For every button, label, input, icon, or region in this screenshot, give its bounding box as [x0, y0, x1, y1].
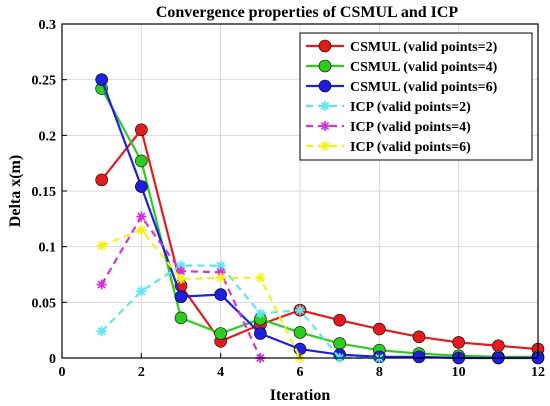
data-point — [96, 326, 107, 337]
data-point — [373, 322, 386, 336]
data-point — [293, 326, 307, 339]
x-tick-label: 12 — [531, 365, 545, 380]
data-point — [96, 279, 107, 290]
asterisk-stroke — [216, 273, 225, 283]
legend-marker — [320, 101, 330, 111]
data-point — [492, 339, 505, 353]
data-point — [136, 224, 147, 235]
y-tick-label: 0.15 — [32, 185, 57, 200]
data-point — [176, 273, 186, 284]
data-point — [255, 272, 266, 283]
data-point — [412, 350, 426, 364]
series-line — [101, 228, 301, 359]
legend-marker — [318, 59, 332, 73]
asterisk-stroke — [216, 261, 225, 270]
data-point — [412, 330, 426, 344]
series-2 — [95, 73, 545, 365]
series-layer — [95, 73, 545, 365]
series-line — [100, 127, 539, 351]
y-tick-label: 0.2 — [39, 129, 57, 144]
data-point — [96, 240, 107, 251]
x-tick-label: 4 — [217, 365, 224, 380]
data-point — [136, 211, 147, 222]
series-3 — [96, 260, 385, 363]
data-point — [174, 290, 188, 304]
legend-item: ICP (valid points=4) — [306, 120, 471, 135]
x-tick-label: 8 — [376, 365, 383, 380]
x-tick-label: 0 — [59, 365, 66, 380]
legend-item: CSMUL (valid points=6) — [306, 79, 498, 95]
data-point — [254, 327, 267, 340]
legend-label: ICP (valid points=6) — [350, 140, 471, 155]
data-point — [215, 260, 226, 271]
legend-label: CSMUL (valid points=4) — [350, 60, 498, 75]
asterisk-stroke — [256, 273, 265, 283]
legend-label: CSMUL (valid points=6) — [350, 80, 498, 95]
x-tick-label: 10 — [452, 365, 466, 380]
series-line — [100, 264, 380, 360]
data-point — [214, 327, 227, 340]
y-tick-label: 0 — [49, 352, 56, 367]
y-tick-label: 0.05 — [32, 296, 57, 311]
asterisk-stroke — [176, 266, 186, 276]
legend-box — [299, 32, 533, 161]
legend: CSMUL (valid points=2) CSMUL (valid point… — [299, 32, 533, 161]
x-tick-label: 2 — [138, 365, 145, 380]
data-point — [135, 123, 148, 137]
asterisk-stroke — [97, 327, 106, 336]
asterisk-stroke — [137, 212, 146, 221]
asterisk-stroke — [320, 101, 330, 111]
asterisk-stroke — [97, 241, 106, 250]
asterisk-stroke — [97, 280, 106, 289]
data-point — [214, 288, 227, 301]
asterisk-stroke — [320, 141, 330, 151]
tick-layer: 0 2 4 6 8 10 12 0 0.05 0.1 0.15 0.2 0.25 0.3 — [32, 18, 546, 380]
legend-item: ICP (valid points=6) — [306, 140, 471, 155]
data-point — [333, 337, 346, 350]
chart-title: Convergence properties of CSMUL and ICP — [156, 4, 459, 21]
data-point — [136, 286, 147, 297]
legend-marker — [318, 79, 332, 93]
series-line — [100, 88, 538, 358]
data-point — [333, 313, 346, 327]
asterisk-stroke — [137, 287, 146, 296]
legend-item: ICP (valid points=2) — [306, 100, 471, 115]
legend-label: ICP (valid points=2) — [350, 100, 471, 115]
legend-items: CSMUL (valid points=2) CSMUL (valid point… — [306, 39, 498, 155]
y-axis-label: Delta x(m) — [7, 155, 24, 227]
data-point — [452, 336, 465, 349]
y-tick-label: 0.1 — [39, 241, 57, 256]
legend-marker — [320, 121, 330, 131]
data-point — [215, 272, 226, 283]
data-point — [135, 180, 148, 193]
legend-label: ICP (valid points=4) — [350, 120, 471, 135]
data-point — [295, 305, 305, 316]
y-tick-label: 0.25 — [32, 74, 57, 89]
legend-item: CSMUL (valid points=4) — [306, 59, 498, 75]
asterisk-stroke — [256, 309, 265, 318]
data-point — [135, 154, 148, 168]
data-point — [174, 311, 188, 325]
asterisk-stroke — [320, 121, 330, 131]
data-point — [95, 173, 108, 187]
legend-item: CSMUL (valid points=2) — [306, 39, 498, 55]
asterisk-stroke — [176, 274, 186, 284]
x-axis-label: Iteration — [270, 387, 331, 404]
y-tick-label: 0.3 — [39, 18, 57, 33]
legend-label: CSMUL (valid points=2) — [350, 40, 498, 55]
data-point — [95, 73, 108, 86]
asterisk-stroke — [137, 225, 146, 235]
legend-marker — [318, 39, 332, 53]
data-point — [255, 308, 266, 319]
legend-marker — [320, 141, 330, 151]
asterisk-stroke — [295, 305, 305, 315]
x-tick-label: 6 — [297, 365, 304, 380]
